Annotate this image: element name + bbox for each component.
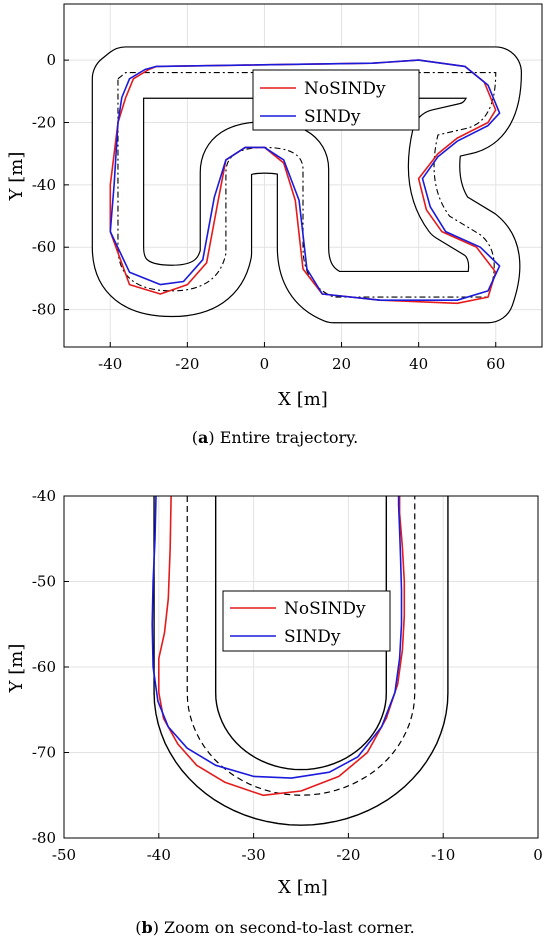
plot-a-legend-box xyxy=(252,69,420,131)
plot-b-series xyxy=(151,496,406,797)
plot-b-x-tick-label: -10 xyxy=(431,846,455,864)
plot-b-series-sindy xyxy=(151,496,403,779)
plot-a-y-tick-label: 0 xyxy=(46,51,56,69)
plot-b-track-centerline xyxy=(186,496,416,796)
plot-a-frame xyxy=(63,3,543,348)
plot-b-track xyxy=(153,496,449,826)
plot-b-x-tick-label: -50 xyxy=(52,846,76,864)
plot-a-legend-label-sindy: SINDy xyxy=(304,107,361,127)
plot-a: -40 -20 0 20 40 60 0 -20 -40 -60 -80 X [m] Y [m] N… xyxy=(6,3,543,410)
plot-b-y-tick-label: -60 xyxy=(32,658,56,676)
plot-b-x-tick-label: -30 xyxy=(242,846,266,864)
plot-a-x-tick-label: 60 xyxy=(486,355,505,373)
plot-b-x-tick-label: -40 xyxy=(147,846,171,864)
plot-a-ticks: -40 -20 0 20 40 60 0 -20 -40 -60 -80 xyxy=(32,51,505,373)
caption-b: (b) Zoom on second-to-last corner. xyxy=(135,918,415,937)
plot-b-y-axis-label: Y [m] xyxy=(6,644,27,694)
plot-a-x-tick-label: 40 xyxy=(409,355,428,373)
plot-b-ticks: -50 -40 -30 -20 -10 0 -40 -50 -60 -70 -80 xyxy=(32,487,543,864)
plot-b-legend-label-sindy: SINDy xyxy=(284,627,341,647)
plot-b-y-tick-label: -40 xyxy=(32,487,56,505)
plot-b-series-nosindy xyxy=(158,496,406,797)
plot-b-legend-label-nosindy: NoSINDy xyxy=(284,599,366,619)
plot-b-x-axis-label: X [m] xyxy=(278,877,328,898)
plot-b-x-tick-label: -20 xyxy=(336,846,360,864)
plot-a-x-tick-label: -20 xyxy=(175,355,199,373)
plot-a-x-tick-label: 20 xyxy=(332,355,351,373)
plot-a-legend-label-nosindy: NoSINDy xyxy=(304,79,386,99)
plot-a-series xyxy=(109,59,501,305)
plot-b-x-tick-label: 0 xyxy=(533,846,543,864)
plot-b-y-tick-label: -70 xyxy=(32,744,56,762)
caption-a: (a) Entire trajectory. xyxy=(191,428,359,447)
plot-a-x-tick-label: 0 xyxy=(260,355,270,373)
caption-a-tag: a xyxy=(198,428,209,447)
plot-b-track-inner-edge xyxy=(214,496,388,771)
plot-b-legend-box xyxy=(222,590,391,652)
caption-b-tag: b xyxy=(141,918,153,937)
plot-a-track xyxy=(91,46,522,324)
plot-b-legend: NoSINDy SINDy xyxy=(222,590,391,652)
caption-a-text: Entire trajectory. xyxy=(219,428,359,447)
plot-a-y-axis-label: Y [m] xyxy=(6,152,27,202)
plot-a-x-tick-label: -40 xyxy=(98,355,122,373)
plot-b-y-tick-label: -80 xyxy=(32,829,56,847)
plot-a-track-surface xyxy=(92,47,521,323)
plot-b-track-outer-edge xyxy=(153,496,449,826)
plot-b: -50 -40 -30 -20 -10 0 -40 -50 -60 -70 -80 X [m] Y … xyxy=(6,487,543,898)
plot-a-series-sindy xyxy=(109,59,501,302)
plot-a-legend: NoSINDy SINDy xyxy=(252,69,420,131)
plot-a-y-tick-label: -40 xyxy=(32,176,56,194)
plot-a-y-tick-label: -60 xyxy=(32,238,56,256)
plot-a-x-axis-label: X [m] xyxy=(278,389,328,410)
caption-b-text: Zoom on second-to-last corner. xyxy=(164,918,415,937)
plot-a-y-tick-label: -20 xyxy=(32,113,56,131)
plot-a-y-tick-label: -80 xyxy=(32,301,56,319)
plot-b-y-tick-label: -50 xyxy=(32,573,56,591)
